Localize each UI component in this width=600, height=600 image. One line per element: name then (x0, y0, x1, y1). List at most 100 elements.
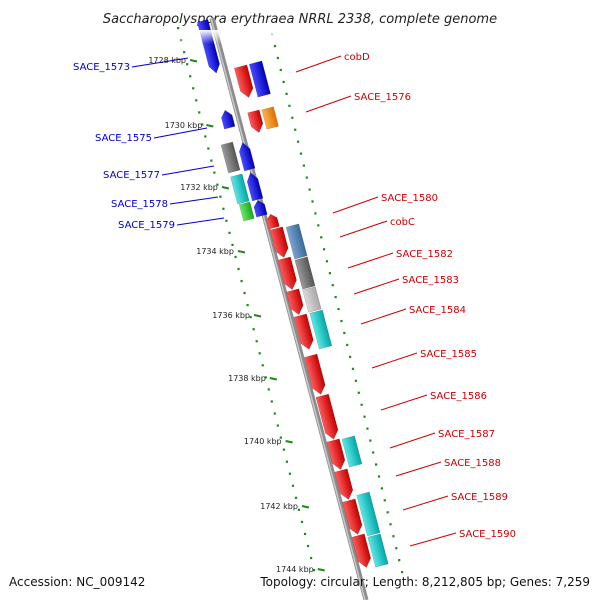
right-ruler-dot (351, 367, 355, 370)
left-ruler-dot (273, 412, 276, 415)
gene-block-sace-1575[interactable] (220, 109, 236, 130)
left-ruler-dot (288, 472, 292, 475)
gene-block-cobc[interactable] (285, 223, 308, 260)
tick-mark (253, 314, 262, 318)
gene-block-sace-1576[interactable] (247, 109, 265, 134)
gene-label-right[interactable]: SACE_1588 (444, 458, 501, 469)
gene-features (196, 19, 389, 569)
gene-block-sace-1579[interactable] (238, 201, 255, 222)
gene-block-red-1583[interactable] (285, 288, 305, 316)
right-ruler-dot (346, 343, 349, 347)
leader-line-right (360, 308, 407, 325)
gene-block-sace-1588[interactable] (334, 468, 355, 501)
gene-block-sace-1587[interactable] (341, 435, 363, 468)
left-ruler-dot (279, 436, 282, 439)
right-ruler-dot (386, 511, 389, 514)
left-ruler-dot (195, 99, 198, 102)
gene-block-sace-1586[interactable] (315, 393, 340, 441)
gene-block-sace-1585[interactable] (304, 353, 327, 396)
gene-block-sace-1589[interactable] (356, 491, 381, 537)
leader-line-right (371, 352, 418, 369)
gene-block-sace-1583[interactable] (302, 286, 322, 313)
gene-label-right[interactable]: SACE_1586 (430, 391, 487, 402)
right-ruler-dot (343, 331, 346, 335)
right-ruler-dot (291, 116, 294, 119)
gene-label-right[interactable]: SACE_1580 (381, 193, 438, 204)
gene-block-cobd-a[interactable] (234, 64, 255, 99)
gene-block-gray-left[interactable] (220, 141, 241, 174)
tick-label: 1736 kbp (212, 311, 250, 320)
left-ruler-dot (207, 147, 210, 150)
gene-block-blue-a[interactable] (237, 141, 256, 172)
gene-label-right[interactable]: SACE_1582 (396, 249, 453, 260)
gene-label-left[interactable]: SACE_1575 (95, 133, 152, 144)
gene-block-sace-1584[interactable] (309, 309, 333, 350)
gene-block-red-1582[interactable] (277, 256, 299, 291)
leader-line-right (395, 461, 442, 477)
left-ruler-dot (237, 267, 240, 271)
gene-block-red-1587[interactable] (326, 438, 347, 471)
left-ruler-dot (198, 111, 201, 114)
map-title: Saccharopolyspora erythraea NRRL 2338, c… (103, 12, 497, 27)
gene-label-right[interactable]: cobC (390, 217, 415, 228)
tick-mark (237, 250, 246, 254)
leader-line-right (305, 95, 352, 113)
left-ruler-dot (204, 135, 207, 138)
gene-block-small-red[interactable] (265, 213, 280, 230)
gene-label-right[interactable]: SACE_1576 (354, 92, 411, 103)
gene-label-left[interactable]: SACE_1573 (73, 62, 130, 73)
gene-block-red-1584[interactable] (293, 313, 315, 351)
gene-label-right[interactable]: cobD (344, 52, 370, 63)
left-ruler-dot (313, 569, 316, 572)
gene-label-left[interactable]: SACE_1578 (111, 199, 168, 210)
right-ruler-dot (282, 80, 285, 84)
gene-block-blue-b[interactable] (245, 171, 264, 202)
gene-block-sace-1590[interactable] (367, 533, 389, 568)
leader-line-right (389, 432, 436, 449)
tick-label: 1740 kbp (244, 437, 282, 446)
left-ruler-dot (177, 27, 180, 30)
leader-line-right (409, 532, 457, 547)
gene-label-right[interactable]: SACE_1589 (451, 492, 508, 503)
right-ruler-dots (271, 33, 404, 574)
left-ruler-dot (192, 87, 195, 90)
leader-line-left (131, 57, 189, 68)
label-leader-lines (131, 55, 457, 547)
leader-line-right (347, 252, 394, 269)
left-ruler-dot (228, 231, 231, 234)
gene-block-blue-c[interactable] (252, 199, 268, 218)
right-ruler-dot (276, 56, 279, 60)
left-ruler-dot (252, 328, 255, 331)
gene-block-cobd-b[interactable] (248, 60, 271, 98)
gene-label-right[interactable]: SACE_1583 (402, 275, 459, 286)
gene-block-sace-1582[interactable] (294, 256, 316, 290)
right-ruler-dot (279, 68, 282, 72)
gene-block-orange[interactable] (261, 106, 279, 130)
left-ruler-dot (231, 243, 234, 246)
right-ruler-dot (337, 307, 340, 311)
gene-block-red-1589[interactable] (342, 498, 364, 536)
left-ruler-dot (255, 340, 258, 343)
gene-label-left[interactable]: SACE_1579 (118, 220, 175, 231)
gene-label-left[interactable]: SACE_1577 (103, 170, 160, 181)
tick-mark (189, 59, 198, 63)
gene-block-red-1590[interactable] (351, 533, 373, 569)
tick-mark (301, 505, 310, 509)
leader-line-right (332, 196, 379, 214)
gene-label-right[interactable]: SACE_1585 (420, 349, 477, 360)
gene-label-right[interactable]: SACE_1584 (409, 305, 466, 316)
left-ruler-dot (291, 484, 295, 487)
left-ruler-dots (177, 27, 316, 572)
left-ruler-dot (303, 532, 307, 536)
gene-label-right[interactable]: SACE_1590 (459, 529, 516, 540)
left-ruler-dot (234, 255, 237, 259)
gene-block-sace-1577[interactable] (230, 173, 250, 205)
tick-mark (269, 377, 278, 381)
gene-block-cobc-red[interactable] (269, 226, 290, 259)
left-ruler-dot (285, 460, 288, 463)
gene-label-right[interactable]: SACE_1587 (438, 429, 495, 440)
left-ruler-dot (276, 424, 279, 427)
left-ruler-dot (309, 556, 313, 560)
backbone-highlight (210, 17, 366, 600)
